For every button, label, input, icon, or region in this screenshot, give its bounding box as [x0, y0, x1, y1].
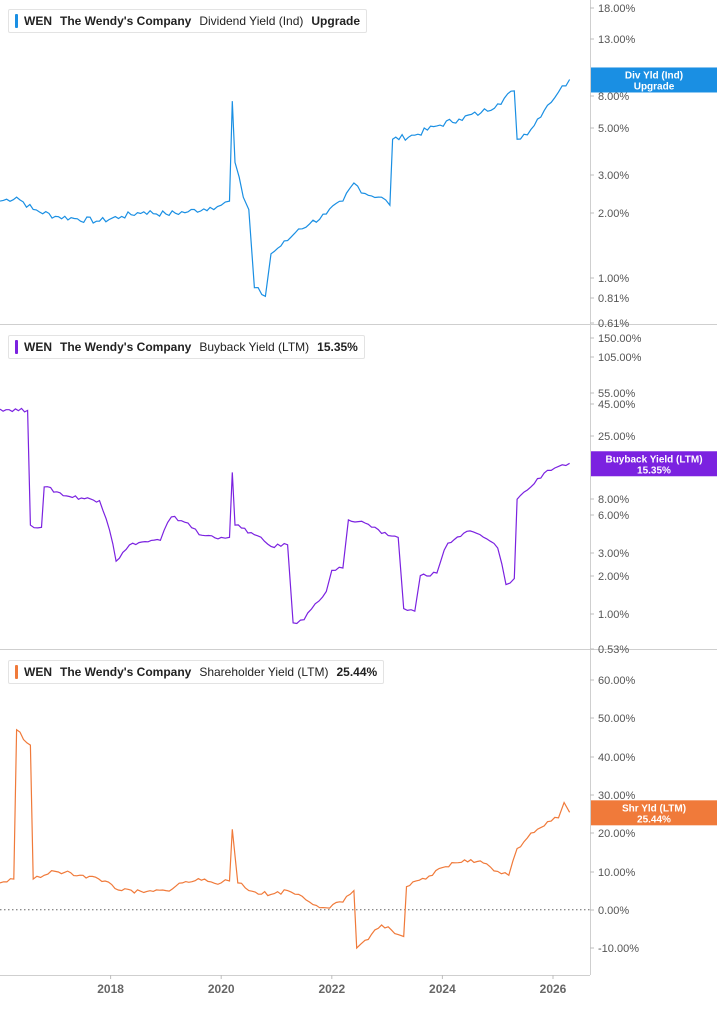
legend-company: The Wendy's Company — [60, 14, 192, 28]
y-tick-label: 8.00% — [598, 91, 629, 103]
current-value-callout: Buyback Yield (LTM)15.35% — [591, 451, 717, 477]
y-tick-label: 60.00% — [598, 675, 636, 687]
series-line — [0, 728, 571, 950]
legend-metric: Dividend Yield (Ind) — [199, 14, 304, 28]
legend-value: 15.35% — [317, 340, 358, 354]
current-value-callout: Div Yld (Ind)Upgrade — [591, 67, 717, 93]
callout-background — [591, 67, 717, 93]
y-tick-label: 0.53% — [598, 644, 629, 656]
x-tick-label: 2026 — [540, 982, 567, 996]
x-tick-label: 2022 — [318, 982, 345, 996]
y-tick-label: -10.00% — [598, 943, 639, 955]
legend-ticker: WEN — [24, 665, 52, 679]
callout-background — [591, 800, 717, 826]
current-value-callout: Shr Yld (LTM)25.44% — [591, 800, 717, 826]
panel-1-legend: WEN The Wendy's Company Dividend Yield (… — [8, 9, 368, 33]
y-tick-label: 6.00% — [598, 510, 629, 522]
y-tick-label: 55.00% — [598, 388, 636, 400]
y-tick-label: 1.00% — [598, 273, 629, 285]
series-color-swatch — [15, 340, 18, 354]
y-tick-label: 2.00% — [598, 571, 629, 583]
callout-value: Upgrade — [634, 81, 675, 92]
y-tick-label: 30.00% — [598, 790, 636, 802]
y-tick-label: 0.00% — [598, 905, 629, 917]
x-tick-label: 2024 — [429, 982, 456, 996]
y-tick-label: 150.00% — [598, 333, 642, 345]
legend-value[interactable]: Upgrade — [311, 14, 361, 28]
panel-2-legend: WEN The Wendy's Company Buyback Yield (L… — [8, 335, 365, 359]
y-tick-label: 105.00% — [598, 352, 642, 364]
callout-background — [591, 451, 717, 477]
legend-ticker: WEN — [24, 14, 52, 28]
legend-metric: Shareholder Yield (LTM) — [199, 665, 329, 679]
y-tick-label: 0.61% — [598, 318, 629, 330]
y-tick-label: 3.00% — [598, 170, 629, 182]
y-tick-label: 0.81% — [598, 293, 629, 305]
series-line — [0, 407, 570, 625]
legend-metric: Buyback Yield (LTM) — [199, 340, 310, 354]
y-tick-label: 3.00% — [598, 548, 629, 560]
x-tick-label: 2020 — [208, 982, 235, 996]
y-tick-label: 13.00% — [598, 34, 636, 46]
y-tick-label: 45.00% — [598, 399, 636, 411]
y-tick-label: 40.00% — [598, 752, 636, 764]
y-tick-label: 1.00% — [598, 609, 629, 621]
series-color-swatch — [15, 14, 18, 28]
series-color-swatch — [15, 665, 18, 679]
y-tick-label: 10.00% — [598, 867, 636, 879]
y-tick-label: 25.00% — [598, 431, 636, 443]
y-tick-label: 50.00% — [598, 713, 636, 725]
callout-label: Shr Yld (LTM) — [622, 803, 686, 814]
legend-company: The Wendy's Company — [60, 665, 192, 679]
x-tick-label: 2018 — [97, 982, 124, 996]
callout-value: 25.44% — [637, 814, 671, 825]
callout-label: Buyback Yield (LTM) — [605, 454, 702, 465]
callout-value: 15.35% — [637, 465, 671, 476]
y-tick-label: 8.00% — [598, 494, 629, 506]
y-tick-label: 2.00% — [598, 208, 629, 220]
series-line — [0, 79, 571, 298]
y-tick-label: 5.00% — [598, 123, 629, 135]
legend-ticker: WEN — [24, 340, 52, 354]
legend-company: The Wendy's Company — [60, 340, 192, 354]
legend-value: 25.44% — [336, 665, 378, 679]
panel-3-legend: WEN The Wendy's Company Shareholder Yiel… — [8, 660, 385, 684]
callout-label: Div Yld (Ind) — [625, 70, 683, 81]
y-tick-label: 20.00% — [598, 828, 636, 840]
y-tick-label: 18.00% — [598, 3, 636, 15]
